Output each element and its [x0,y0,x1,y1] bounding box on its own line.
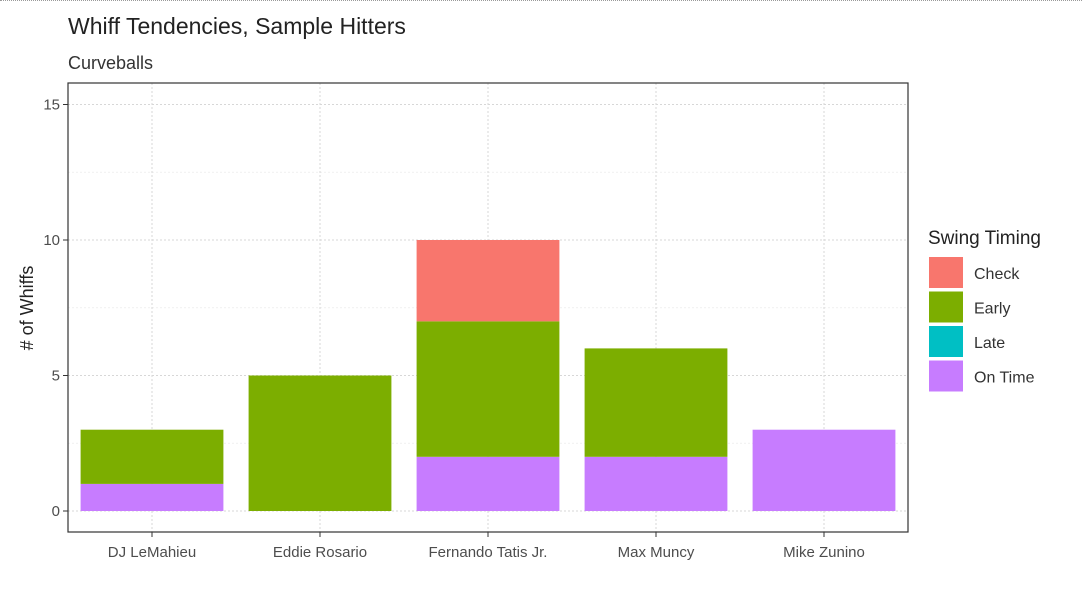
bar-segment [80,483,224,511]
bars [80,240,896,511]
x-tick-label: Fernando Tatis Jr. [429,544,548,561]
top-rule [0,0,1082,1]
legend-title: Swing Timing [928,228,1041,249]
y-tick-label: 10 [43,232,60,249]
y-tick-label: 5 [52,368,60,385]
x-tick-label: Max Muncy [618,544,695,561]
chart-subtitle: Curveballs [68,53,153,73]
legend-key [929,360,963,392]
bar-segment [416,456,560,511]
chart-title: Whiff Tendencies, Sample Hitters [68,13,406,39]
legend: Swing Timing Check Early Late On Time [928,228,1041,392]
legend-key [929,291,963,323]
bar-segment [248,375,392,511]
bar-segment [80,429,224,484]
y-axis-title: # of Whiffs [17,266,37,351]
legend-label: Early [974,301,1010,318]
y-tick-label: 15 [43,97,60,114]
bar-segment [584,456,728,511]
legend-key [929,257,963,288]
bar-segment [584,348,728,457]
bar-segment [752,429,896,511]
x-tick-label: Mike Zunino [783,544,865,561]
bar-segment [416,321,560,457]
x-axis: DJ LeMahieu Eddie Rosario Fernando Tatis J… [108,532,865,561]
y-tick-label: 0 [52,503,60,520]
legend-label: Late [974,335,1005,352]
legend-label: Check [974,266,1020,283]
bar-segment [416,240,560,322]
x-tick-label: Eddie Rosario [273,544,367,561]
y-axis: 0 5 10 15 [43,97,68,520]
legend-key [929,326,963,357]
x-tick-label: DJ LeMahieu [108,544,196,561]
legend-label: On Time [974,370,1035,387]
